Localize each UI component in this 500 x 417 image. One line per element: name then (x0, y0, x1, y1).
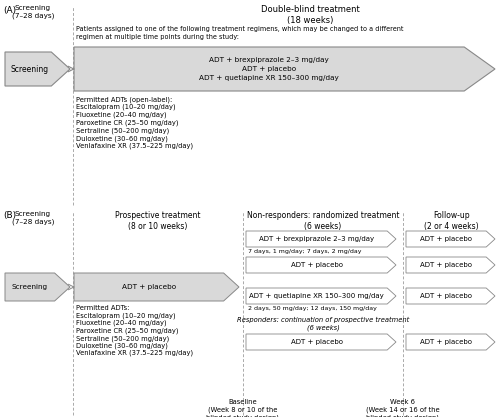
Text: ADT + quetiapine XR 150–300 mg/day: ADT + quetiapine XR 150–300 mg/day (249, 293, 384, 299)
Text: Permitted ADTs (open-label):: Permitted ADTs (open-label): (76, 96, 172, 103)
Text: Responders: continuation of prospective treatment
(6 weeks): Responders: continuation of prospective … (237, 317, 409, 331)
Text: (B): (B) (3, 211, 16, 220)
Text: Venlafaxine XR (37.5–225 mg/day): Venlafaxine XR (37.5–225 mg/day) (76, 350, 193, 357)
Text: ADT + brexpiprazole 2–3 mg/day: ADT + brexpiprazole 2–3 mg/day (209, 57, 329, 63)
Text: Non-responders: randomized treatment
(6 weeks): Non-responders: randomized treatment (6 … (247, 211, 399, 231)
Text: ADT + placebo: ADT + placebo (290, 339, 343, 345)
Polygon shape (406, 334, 495, 350)
Text: ADT + placebo: ADT + placebo (420, 339, 472, 345)
Text: Sertraline (50–200 mg/day): Sertraline (50–200 mg/day) (76, 335, 169, 342)
Text: Fluoxetine (20–40 mg/day): Fluoxetine (20–40 mg/day) (76, 112, 166, 118)
Text: Paroxetine CR (25–50 mg/day): Paroxetine CR (25–50 mg/day) (76, 327, 178, 334)
Text: (A): (A) (3, 6, 16, 15)
Polygon shape (74, 273, 239, 301)
Text: ADT + placebo: ADT + placebo (420, 262, 472, 268)
Polygon shape (246, 288, 396, 304)
Polygon shape (406, 231, 495, 247)
Text: Prospective treatment
(8 or 10 weeks): Prospective treatment (8 or 10 weeks) (115, 211, 201, 231)
Text: Sertraline (50–200 mg/day): Sertraline (50–200 mg/day) (76, 127, 169, 134)
Text: Permitted ADTs:: Permitted ADTs: (76, 305, 130, 311)
Text: Venlafaxine XR (37.5–225 mg/day): Venlafaxine XR (37.5–225 mg/day) (76, 143, 193, 149)
Text: Follow-up
(2 or 4 weeks): Follow-up (2 or 4 weeks) (424, 211, 479, 231)
Text: Baseline
(Week 8 or 10 of the
blinded study design): Baseline (Week 8 or 10 of the blinded st… (206, 399, 280, 417)
Text: Screening
(7–28 days): Screening (7–28 days) (12, 211, 54, 225)
Text: ADT + quetiapine XR 150–300 mg/day: ADT + quetiapine XR 150–300 mg/day (199, 75, 339, 81)
Text: Double-blind treatment
(18 weeks): Double-blind treatment (18 weeks) (260, 5, 360, 25)
Text: Screening: Screening (10, 65, 49, 73)
Polygon shape (74, 47, 495, 91)
Text: ADT + placebo: ADT + placebo (420, 236, 472, 242)
Text: ADT + placebo: ADT + placebo (290, 262, 343, 268)
Polygon shape (406, 288, 495, 304)
Polygon shape (246, 257, 396, 273)
Polygon shape (246, 334, 396, 350)
Text: ADT + brexpiprazole 2–3 mg/day: ADT + brexpiprazole 2–3 mg/day (259, 236, 374, 242)
Text: Patients assigned to one of the following treatment regimens, which may be chang: Patients assigned to one of the followin… (76, 26, 404, 40)
Text: Screening
(7–28 days): Screening (7–28 days) (12, 5, 54, 19)
Text: Screening: Screening (12, 284, 48, 290)
Text: Fluoxetine (20–40 mg/day): Fluoxetine (20–40 mg/day) (76, 320, 166, 327)
Text: 7 days, 1 mg/day; 7 days, 2 mg/day: 7 days, 1 mg/day; 7 days, 2 mg/day (248, 249, 362, 254)
Text: Duloxetine (30–60 mg/day): Duloxetine (30–60 mg/day) (76, 135, 168, 141)
Text: ADT + placebo: ADT + placebo (122, 284, 176, 290)
Polygon shape (5, 273, 70, 301)
Polygon shape (246, 231, 396, 247)
Text: ADT + placebo: ADT + placebo (242, 66, 296, 72)
Text: Escitalopram (10–20 mg/day): Escitalopram (10–20 mg/day) (76, 104, 176, 111)
Text: Paroxetine CR (25–50 mg/day): Paroxetine CR (25–50 mg/day) (76, 119, 178, 126)
Text: 2 days, 50 mg/day; 12 days, 150 mg/day: 2 days, 50 mg/day; 12 days, 150 mg/day (248, 306, 377, 311)
Text: Escitalopram (10–20 mg/day): Escitalopram (10–20 mg/day) (76, 312, 176, 319)
Polygon shape (406, 257, 495, 273)
Polygon shape (5, 52, 70, 86)
Text: ADT + placebo: ADT + placebo (420, 293, 472, 299)
Text: Duloxetine (30–60 mg/day): Duloxetine (30–60 mg/day) (76, 342, 168, 349)
Text: Week 6
(Week 14 or 16 of the
blinded study design): Week 6 (Week 14 or 16 of the blinded stu… (366, 399, 440, 417)
